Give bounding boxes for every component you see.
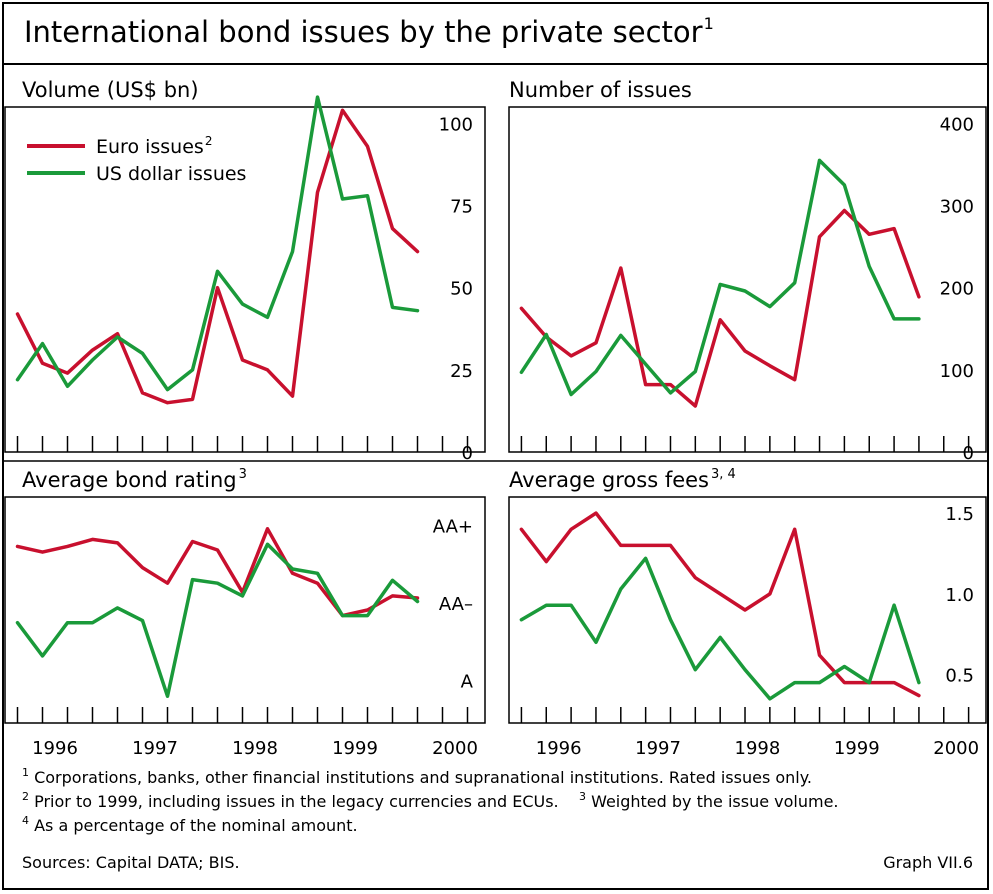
sources-note: Sources: Capital DATA; BIS. (22, 853, 240, 872)
y-tick-label: 300 (940, 197, 974, 218)
chart-title-volume: Volume (US$ bn) (22, 78, 199, 102)
x-tick-label: 1998 (232, 738, 278, 759)
y-tick-label: 400 (940, 114, 974, 135)
graph-id: Graph VII.6 (883, 853, 973, 872)
x-tick-label: 1996 (536, 738, 582, 759)
x-tick-label: 2000 (933, 738, 979, 759)
footnote-1: 1 Corporations, banks, other financial i… (22, 766, 813, 787)
x-tick-label: 1997 (635, 738, 681, 759)
plot-frame-rating (4, 496, 486, 724)
series-line-euro (519, 511, 921, 698)
x-tick-label: 1996 (32, 738, 78, 759)
y-tick-label: 0 (462, 443, 473, 464)
x-tick-label: 1999 (332, 738, 378, 759)
legend-label-usd: US dollar issues (96, 163, 246, 185)
y-tick-label: 100 (439, 114, 473, 135)
series-line-usd (519, 556, 921, 701)
chart-title-number: Number of issues (509, 78, 692, 102)
plot-frame-number (508, 106, 987, 453)
chart-rating (4, 496, 486, 724)
series-line-euro (519, 208, 921, 408)
y-tick-label: AA+ (433, 516, 473, 537)
page-title: International bond issues by the private… (24, 14, 714, 49)
y-tick-label: 100 (940, 361, 974, 382)
y-tick-label: 25 (450, 361, 473, 382)
y-tick-label: 1.5 (945, 504, 974, 525)
y-tick-label: 0.5 (945, 666, 974, 687)
legend-label-euro: Euro issues2 (96, 134, 212, 158)
title-bar: International bond issues by the private… (4, 4, 987, 65)
x-tick-label: 2000 (432, 738, 478, 759)
chart-volume (4, 95, 486, 453)
x-tick-label: 1997 (132, 738, 178, 759)
plot-frame-volume (4, 106, 486, 453)
series-line-usd (519, 158, 921, 397)
y-tick-label: A (461, 672, 474, 693)
chart-number (508, 106, 987, 453)
footnote-4: 4 As a percentage of the nominal amount. (22, 814, 358, 835)
title-footnote-marker: 1 (703, 14, 714, 33)
y-tick-label: AA– (439, 594, 473, 615)
y-tick-label: 75 (450, 197, 473, 218)
chart-title-fees: Average gross fees 3, 4 (509, 467, 736, 492)
x-tick-label: 1998 (735, 738, 781, 759)
series-line-usd (15, 542, 420, 698)
series-line-euro (15, 108, 420, 405)
series-line-usd (15, 95, 420, 392)
y-tick-label: 0 (963, 443, 974, 464)
plot-frame-fees (508, 496, 987, 724)
chart-title-rating: Average bond rating 3 (22, 467, 247, 492)
y-tick-label: 50 (450, 279, 473, 300)
y-tick-label: 200 (940, 279, 974, 300)
footnote-2-3: 2 Prior to 1999, including issues in the… (22, 790, 839, 811)
chart-fees (508, 496, 987, 724)
y-tick-label: 1.0 (945, 585, 974, 606)
series-line-euro (15, 527, 420, 618)
x-tick-label: 1999 (834, 738, 880, 759)
